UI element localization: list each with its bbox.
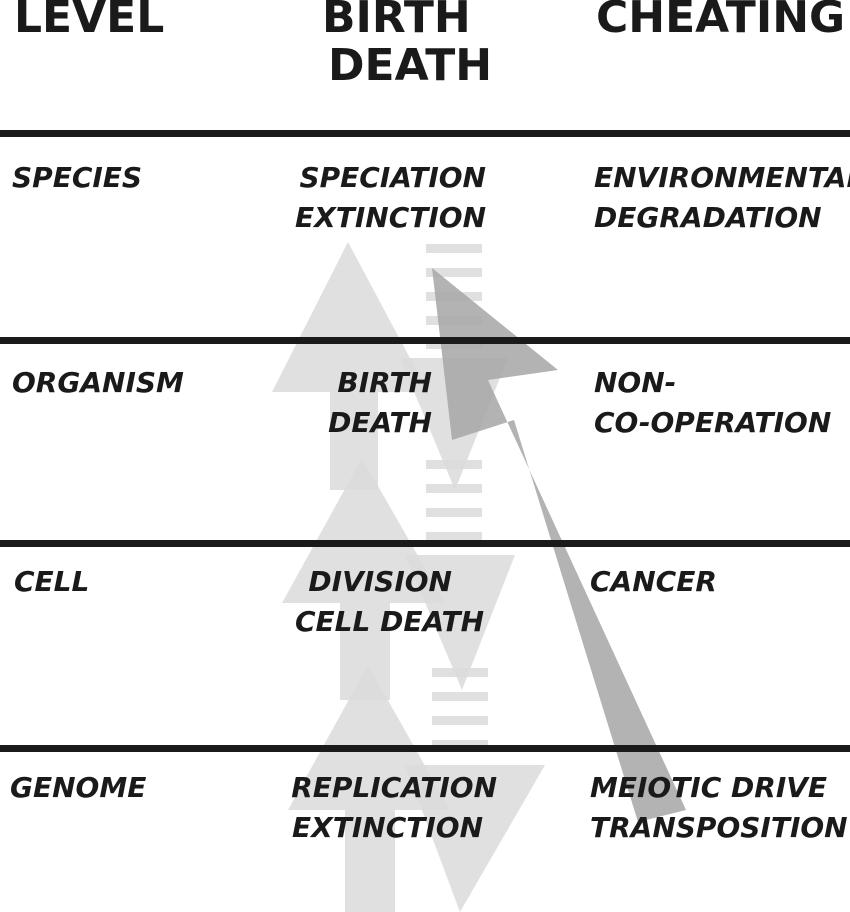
birth-death-genome: REPLICATION EXTINCTION — [291, 768, 497, 848]
cheating-cell: CANCER — [590, 562, 717, 602]
cheating-label: CANCER — [590, 565, 717, 598]
death-label: EXTINCTION — [295, 201, 486, 234]
header-birth-death: BIRTH DEATH — [322, 0, 492, 90]
level-organism: ORGANISM — [12, 363, 184, 403]
birth-death-species: SPECIATION EXTINCTION — [295, 158, 486, 238]
cheating-label: DEGRADATION — [594, 201, 822, 234]
cheating-label: MEIOTIC DRIVE — [590, 771, 828, 804]
divider-species — [0, 337, 850, 344]
level-species: SPECIES — [12, 158, 142, 198]
level-cell: CELL — [14, 562, 89, 602]
birth-arrows — [272, 242, 450, 912]
birth-label: BIRTH — [337, 366, 432, 399]
cheating-organism: NON- CO-OPERATION — [594, 363, 831, 443]
birth-arrow-cell — [282, 458, 445, 700]
cheating-label: NON- — [594, 366, 677, 399]
birth-death-cell: DIVISION CELL DEATH — [295, 562, 484, 642]
level-genome: GENOME — [10, 768, 146, 808]
header-level-text: LEVEL — [14, 0, 165, 43]
birth-arrow-genome — [288, 665, 450, 912]
birth-label: DIVISION — [308, 565, 452, 598]
cheating-genome: MEIOTIC DRIVE TRANSPOSITION — [590, 768, 848, 848]
birth-label: SPECIATION — [299, 161, 486, 194]
level-label: SPECIES — [12, 161, 143, 194]
birth-label: REPLICATION — [291, 771, 497, 804]
birth-death-organism: BIRTH DEATH — [328, 363, 432, 443]
divider-header — [0, 130, 850, 137]
death-arrow-middle — [405, 460, 515, 690]
header-level: LEVEL — [14, 0, 164, 42]
header-cheating-text: CHEATING — [596, 0, 846, 43]
cheating-species: ENVIRONMENTAL DEGRADATION — [594, 158, 850, 238]
death-label: EXTINCTION — [292, 811, 483, 844]
cheating-label: CO-OPERATION — [594, 406, 832, 439]
birth-arrow-organism — [272, 242, 428, 490]
level-label: GENOME — [10, 771, 147, 804]
level-label: ORGANISM — [12, 366, 184, 399]
level-label: CELL — [14, 565, 90, 598]
death-label: DEATH — [328, 406, 432, 439]
cheating-label: TRANSPOSITION — [590, 811, 848, 844]
header-death-text: DEATH — [328, 40, 493, 91]
death-label: CELL DEATH — [295, 605, 484, 638]
header-birth-text: BIRTH — [322, 0, 471, 43]
divider-cell — [0, 745, 850, 752]
divider-organism — [0, 540, 850, 547]
header-cheating: CHEATING — [596, 0, 845, 42]
death-arrow-lower — [405, 668, 545, 912]
cheating-label: ENVIRONMENTAL — [594, 161, 850, 194]
